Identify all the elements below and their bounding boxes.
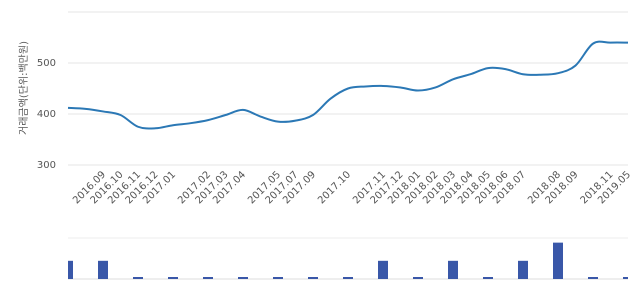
volume-bar — [623, 277, 628, 279]
volume-bar — [133, 277, 143, 279]
x-tick-label: 2017.10 — [316, 169, 353, 206]
volume-bar — [413, 277, 423, 279]
y-tick-label: 400 — [37, 109, 56, 120]
volume-bar — [553, 242, 563, 279]
volume-bar — [448, 260, 458, 279]
y-axis-label: 거래금액(단위:백만원) — [17, 41, 30, 135]
volume-bar — [68, 260, 73, 279]
volume-bar — [378, 260, 388, 279]
price-line — [67, 40, 629, 130]
volume-bar — [483, 277, 493, 279]
y-tick-label: 500 — [37, 58, 56, 69]
volume-bar — [168, 277, 178, 279]
volume-bar — [343, 277, 353, 279]
volume-bar — [273, 277, 283, 279]
volume-bar — [238, 277, 248, 279]
volume-bar — [203, 277, 213, 279]
volume-bar — [98, 260, 108, 279]
volume-bar — [308, 277, 318, 279]
y-tick-label: 300 — [37, 160, 56, 171]
volume-bar — [518, 260, 528, 279]
bar-group — [68, 242, 628, 279]
volume-bar — [588, 277, 598, 279]
